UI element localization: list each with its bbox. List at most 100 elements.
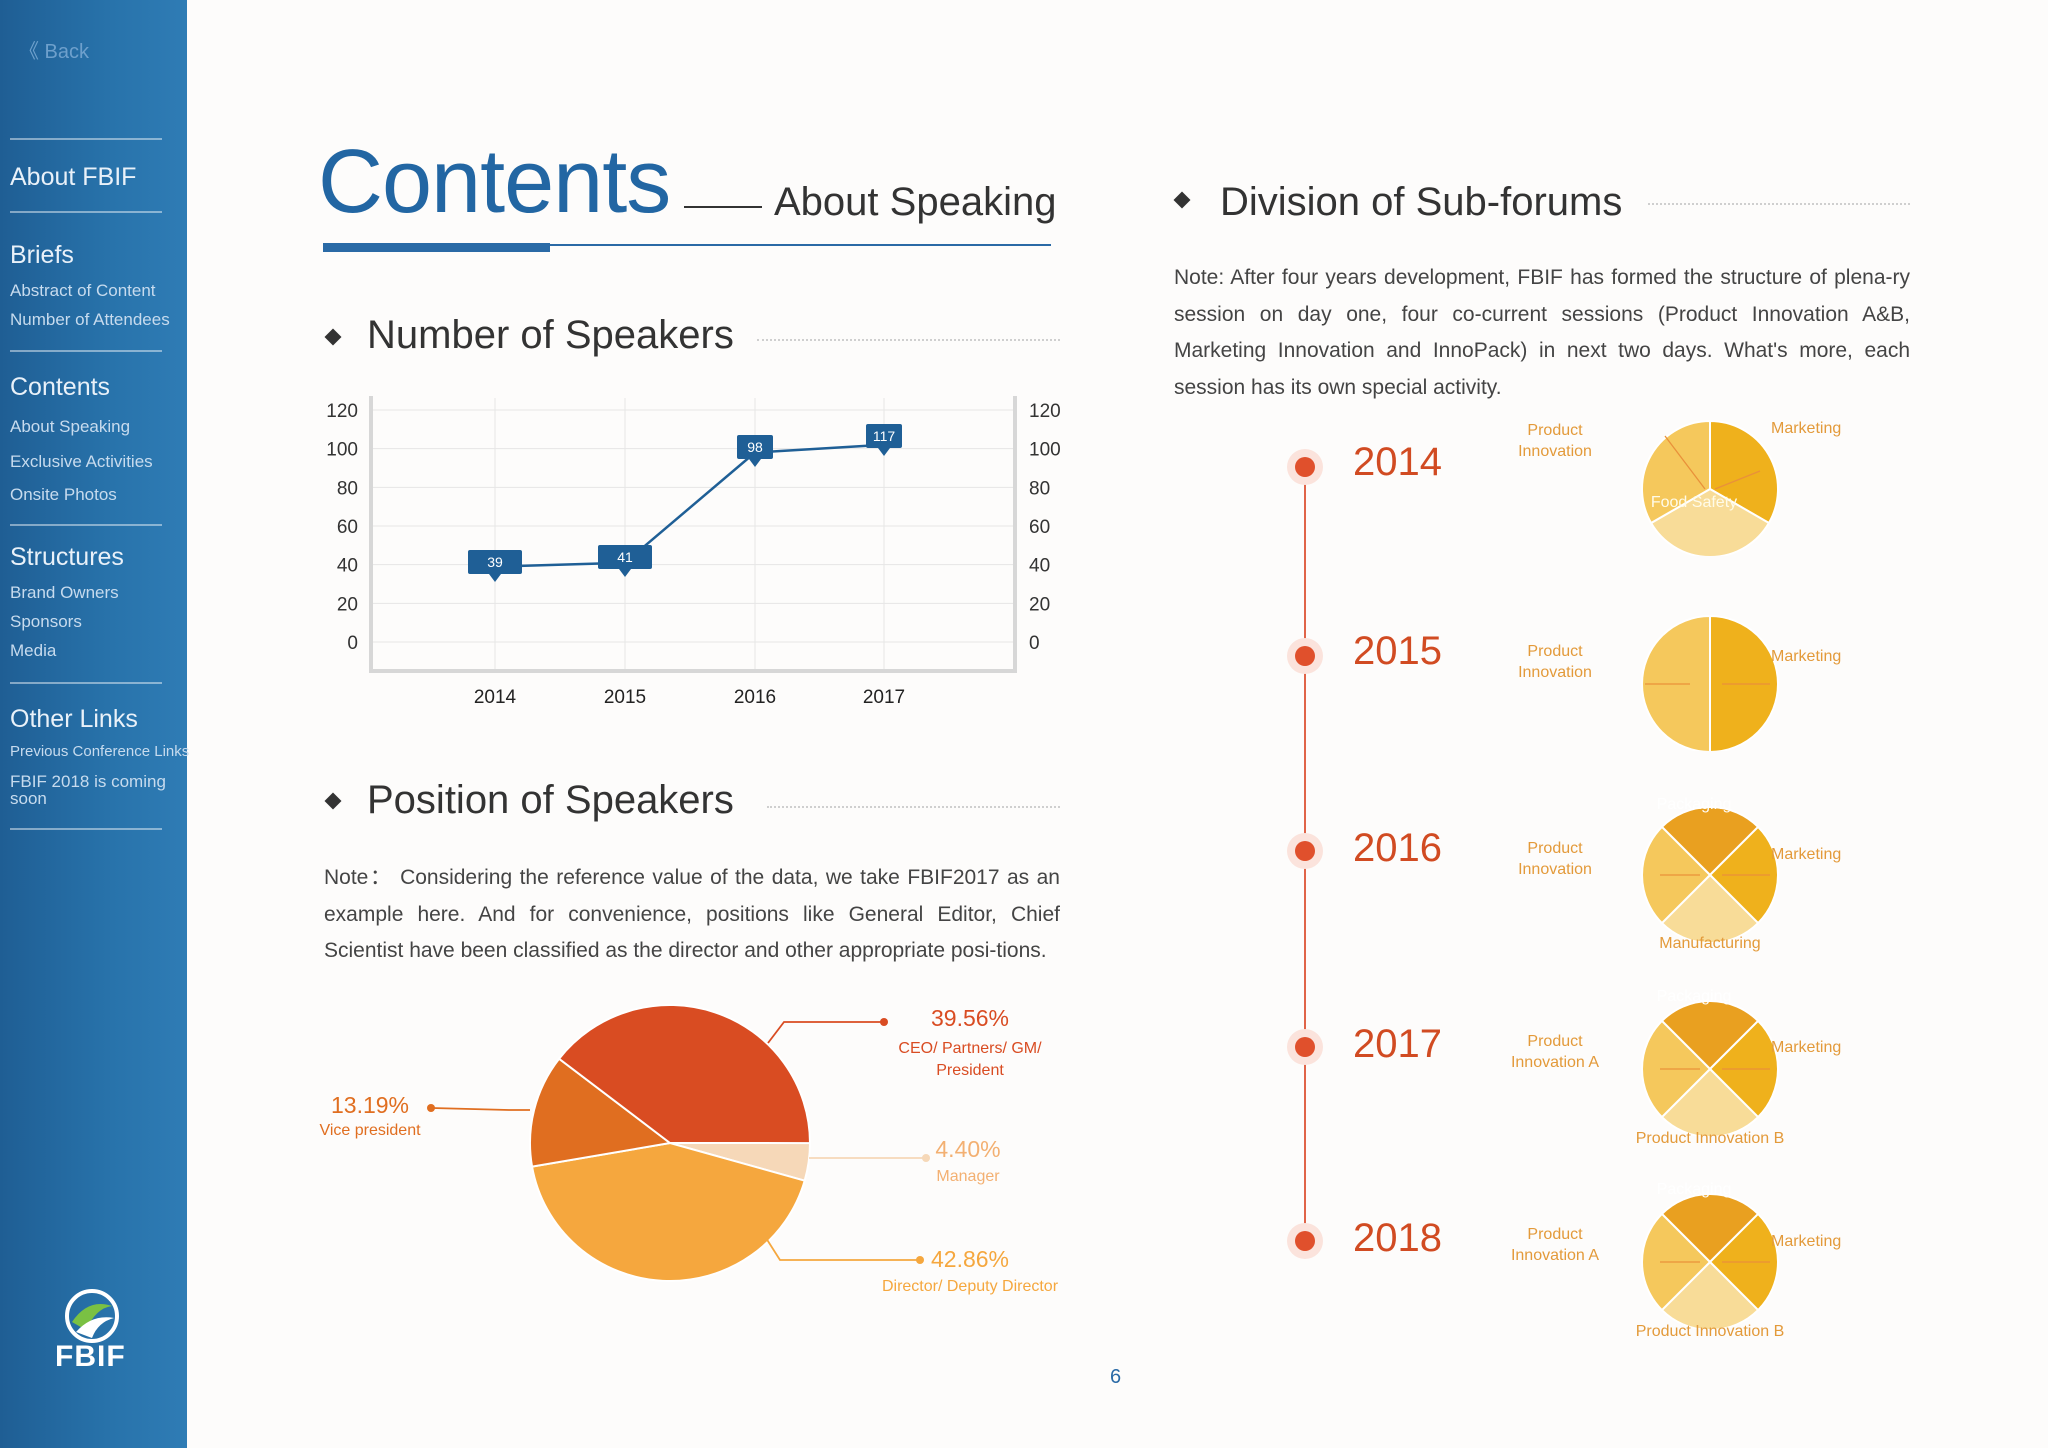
section-title-speakers: Number of Speakers bbox=[367, 313, 734, 357]
timeline-year: 2018 bbox=[1353, 1216, 1442, 1260]
y-tick-label-right: 20 bbox=[1029, 594, 1050, 615]
nav-number-of-attendees[interactable]: Number of Attendees bbox=[10, 310, 170, 329]
pie-pct-vp: 13.19% bbox=[330, 1092, 409, 1118]
subforum-pie-2014 bbox=[1641, 419, 1779, 556]
sector-packaging bbox=[1660, 1000, 1760, 1071]
nav-about-speaking[interactable]: About Speaking bbox=[10, 417, 131, 436]
divider bbox=[10, 524, 162, 526]
nav-other-links[interactable]: Other Links bbox=[10, 705, 138, 733]
timeline-dot-icon bbox=[1287, 833, 1323, 869]
pie-pct-director: 42.86% bbox=[930, 1246, 1009, 1272]
forum-label-packaging: Packaging bbox=[1656, 988, 1732, 1005]
timeline-row-2017: 2017 Product Innovation A Marketing Pack… bbox=[1280, 988, 1880, 1160]
forum-label-marketing: Marketing bbox=[1771, 648, 1842, 665]
timeline-dot-icon bbox=[1287, 638, 1323, 674]
pie-label-vp: Vice president bbox=[319, 1122, 421, 1139]
divider bbox=[10, 828, 162, 830]
forum-label-product-innovation: Product Innovation bbox=[1518, 643, 1592, 681]
title-underline bbox=[323, 244, 1051, 246]
y-tick-label-right: 60 bbox=[1029, 517, 1050, 538]
nav-onsite-photos[interactable]: Onsite Photos bbox=[10, 485, 117, 504]
timeline-year: 2016 bbox=[1353, 826, 1442, 870]
timeline-row-2018: 2018 Product Innovation A Marketing Pack… bbox=[1280, 1181, 1880, 1353]
timeline-row-2015: 2015 Product Innovation Marketing bbox=[1280, 614, 1880, 755]
forum-label-packaging: Packaging bbox=[1656, 1181, 1732, 1198]
nav-sponsors[interactable]: Sponsors bbox=[10, 612, 82, 631]
sector-marketing bbox=[1709, 419, 1779, 525]
x-tick-label: 2014 bbox=[474, 687, 517, 708]
forum-label-product-innovation-b: Product Innovation B bbox=[1635, 1323, 1785, 1340]
diamond-bullet-icon bbox=[324, 328, 342, 346]
data-label-box bbox=[468, 550, 522, 574]
pie-label-director: Director/ Deputy Director bbox=[881, 1278, 1059, 1295]
timeline-row-2016: 2016 Product Innovation Marketing Packag… bbox=[1280, 796, 1880, 966]
sector-bottom bbox=[1660, 1067, 1760, 1136]
data-label: 39 bbox=[487, 554, 503, 570]
sidebar: 《 Back About FBIF Briefs Abstract of Con… bbox=[0, 0, 190, 1448]
nav-briefs[interactable]: Briefs bbox=[10, 241, 74, 269]
fbif-logo-icon bbox=[65, 1289, 119, 1343]
chart-gridlines bbox=[373, 398, 1013, 669]
title-dash bbox=[684, 206, 762, 208]
subforum-pie-2017 bbox=[1641, 1000, 1779, 1136]
nav-brand-owners[interactable]: Brand Owners bbox=[10, 583, 119, 602]
nav-media[interactable]: Media bbox=[10, 641, 57, 660]
y-tick-label-right: 120 bbox=[1029, 401, 1061, 422]
y-tick-label-left: 120 bbox=[326, 401, 358, 422]
forum-label-marketing: Marketing bbox=[1771, 846, 1842, 863]
data-label-box bbox=[737, 435, 773, 459]
y-tick-label-left: 80 bbox=[337, 478, 358, 499]
sector-product-innovation bbox=[1641, 419, 1711, 525]
logo-text: FBIF bbox=[55, 1340, 126, 1373]
subforum-pie-2015 bbox=[1641, 614, 1779, 751]
nav-about-fbif[interactable]: About FBIF bbox=[10, 163, 137, 191]
data-label: 98 bbox=[747, 439, 763, 455]
back-link[interactable]: 《 Back bbox=[19, 41, 90, 63]
y-tick-label-left: 20 bbox=[337, 594, 358, 615]
data-label-pointer bbox=[489, 574, 501, 582]
forum-label-product-innovation-a: Product Innovation A bbox=[1510, 1226, 1600, 1264]
section-dotted-rule bbox=[757, 339, 1060, 341]
nav-previous-conference-links[interactable]: Previous Conference Links bbox=[10, 743, 190, 760]
forum-label-food-safety: Food Safety bbox=[1650, 494, 1738, 511]
forum-label-product-innovation-a: Product Innovation A bbox=[1510, 1033, 1600, 1071]
leader-line bbox=[1664, 435, 1706, 490]
pie-slice-ceo bbox=[557, 1004, 812, 1145]
data-label: 41 bbox=[617, 549, 633, 565]
timeline-year: 2015 bbox=[1353, 629, 1442, 673]
nav-fbif-2018[interactable]: FBIF 2018 is coming soon bbox=[10, 772, 166, 808]
nav-contents[interactable]: Contents bbox=[10, 373, 111, 401]
nav-structures[interactable]: Structures bbox=[10, 543, 124, 571]
y-tick-label-right: 80 bbox=[1029, 478, 1050, 499]
forum-label-manufacturing: Manufacturing bbox=[1659, 935, 1761, 952]
forum-label-marketing: Marketing bbox=[1771, 420, 1842, 437]
forum-label-product-innovation: Product Innovation bbox=[1518, 840, 1592, 878]
page-subtitle: About Speaking bbox=[774, 180, 1057, 224]
divider bbox=[10, 682, 162, 684]
section-dotted-rule bbox=[1648, 203, 1910, 205]
leader-dot-manager bbox=[922, 1154, 930, 1162]
chart-left-axis bbox=[369, 396, 373, 671]
nav-abstract-of-content[interactable]: Abstract of Content bbox=[10, 281, 156, 300]
sector-food-safety bbox=[1649, 487, 1771, 556]
forum-label-marketing: Marketing bbox=[1771, 1039, 1842, 1056]
section-dotted-rule bbox=[767, 806, 1060, 808]
timeline-dot-icon bbox=[1287, 449, 1323, 485]
pie-pct-manager: 4.40% bbox=[935, 1136, 1001, 1162]
leader-line-director bbox=[765, 1237, 920, 1261]
data-label-pointer bbox=[878, 448, 890, 456]
y-tick-label-left: 40 bbox=[337, 556, 358, 577]
leader-dot-ceo bbox=[880, 1018, 888, 1026]
diamond-bullet-icon bbox=[1173, 191, 1191, 209]
pie-slice-vp bbox=[529, 1057, 673, 1168]
pie-label-manager: Manager bbox=[936, 1168, 1000, 1185]
nav-exclusive-activities[interactable]: Exclusive Activities bbox=[10, 452, 153, 471]
pie-pct-ceo: 39.56% bbox=[930, 1005, 1009, 1031]
leader-line-ceo bbox=[767, 1021, 884, 1044]
sector-bottom bbox=[1660, 873, 1760, 942]
leader-dot-vp bbox=[427, 1104, 435, 1112]
subforum-pie-2018 bbox=[1641, 1193, 1779, 1329]
diamond-bullet-icon bbox=[324, 792, 342, 810]
x-tick-label: 2016 bbox=[734, 687, 776, 708]
leader-line-vp bbox=[431, 1107, 530, 1111]
